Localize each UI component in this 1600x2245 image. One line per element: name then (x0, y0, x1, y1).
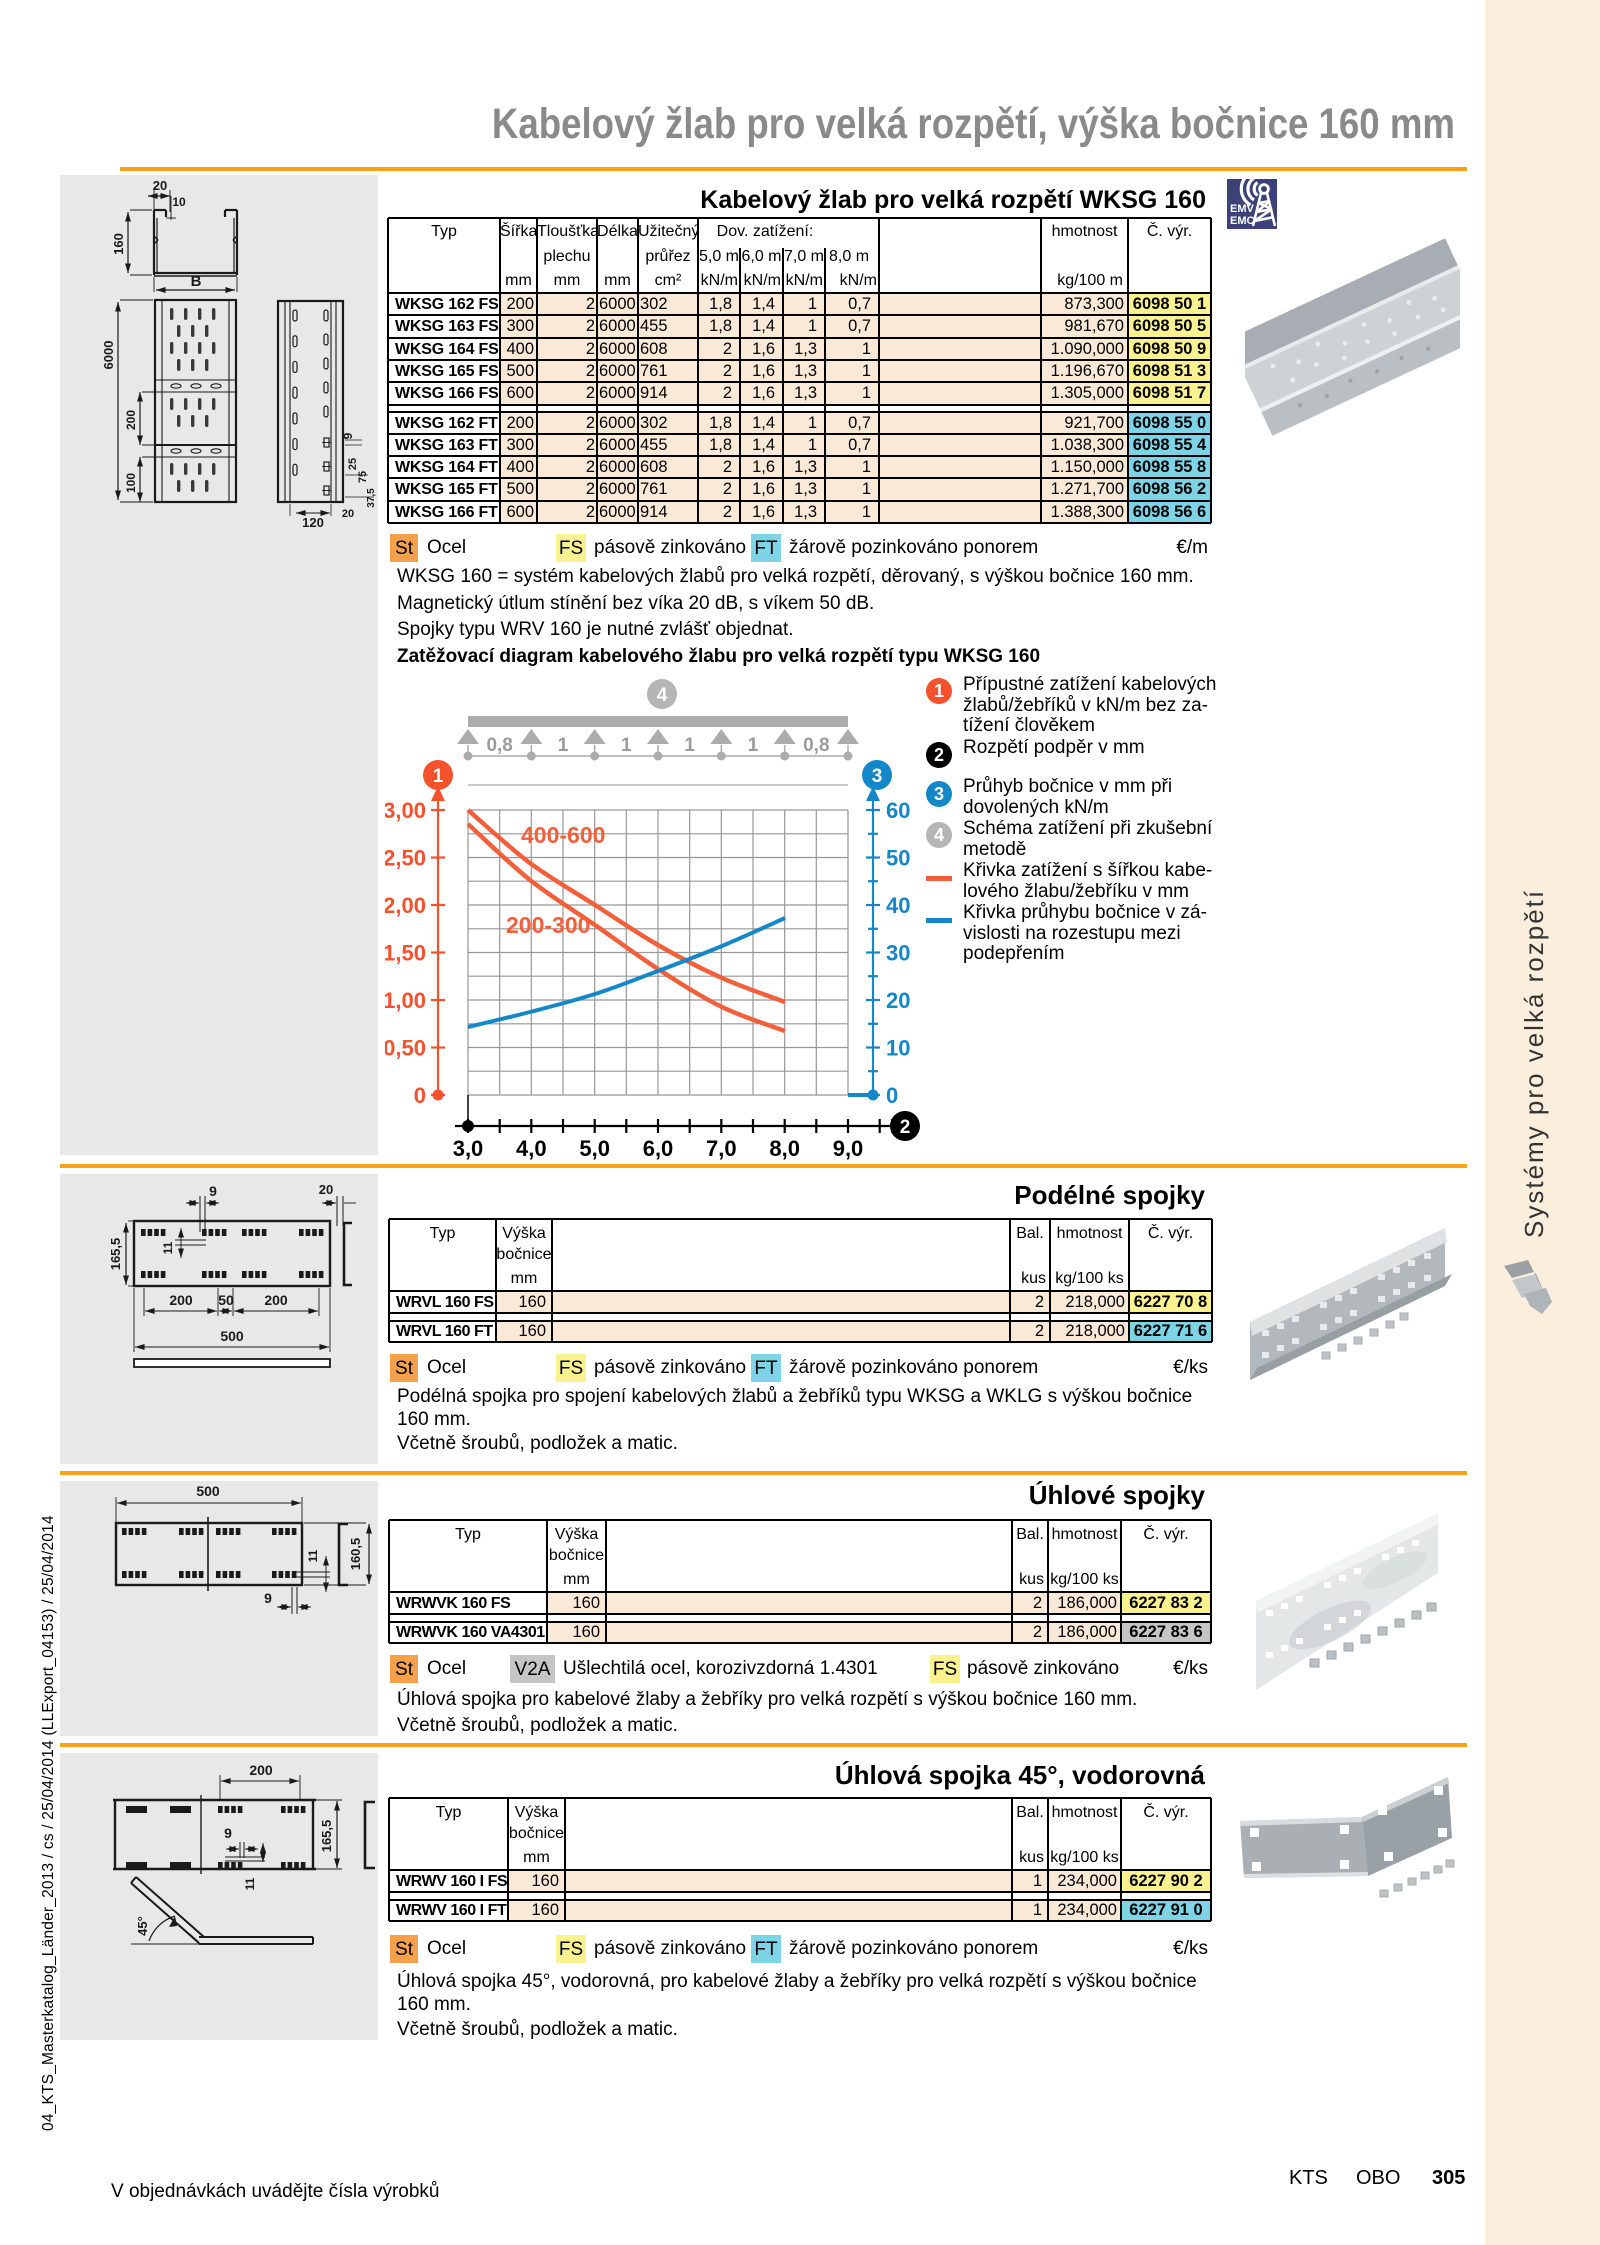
svg-text:165,5: 165,5 (108, 1238, 123, 1271)
svg-text:50: 50 (218, 1292, 234, 1308)
svg-text:4,0: 4,0 (516, 1136, 547, 1161)
svg-text:7,0: 7,0 (706, 1136, 737, 1161)
svg-text:0,8: 0,8 (803, 735, 829, 756)
svg-text:2,00: 2,00 (385, 893, 426, 918)
svg-text:9: 9 (264, 1590, 272, 1606)
svg-text:25: 25 (347, 458, 359, 470)
svg-text:1: 1 (433, 766, 444, 787)
svg-text:3,0: 3,0 (453, 1136, 484, 1161)
svg-text:1: 1 (748, 735, 759, 756)
svg-text:500: 500 (220, 1328, 244, 1344)
svg-text:EMV: EMV (1230, 203, 1255, 215)
svg-text:6000: 6000 (101, 341, 116, 370)
svg-text:20: 20 (342, 508, 354, 520)
svg-text:0: 0 (414, 1083, 426, 1108)
svg-text:1: 1 (621, 735, 632, 756)
svg-text:20: 20 (319, 1182, 333, 1197)
svg-text:500: 500 (196, 1483, 220, 1499)
svg-text:37,5: 37,5 (366, 488, 377, 508)
svg-text:3,00: 3,00 (385, 798, 426, 823)
svg-text:5,0: 5,0 (579, 1136, 610, 1161)
svg-text:30: 30 (886, 941, 910, 966)
svg-text:160,5: 160,5 (348, 1538, 363, 1571)
svg-text:200-300: 200-300 (506, 912, 590, 938)
svg-text:3: 3 (872, 766, 883, 787)
svg-text:4: 4 (657, 685, 668, 706)
svg-text:8,0: 8,0 (769, 1136, 800, 1161)
svg-text:9: 9 (341, 432, 355, 439)
svg-text:20: 20 (153, 178, 167, 193)
svg-text:160: 160 (111, 233, 126, 255)
svg-text:9: 9 (224, 1825, 232, 1841)
svg-text:11: 11 (243, 1877, 257, 1890)
svg-text:11: 11 (161, 1241, 175, 1254)
svg-text:0,50: 0,50 (385, 1036, 426, 1061)
svg-text:0: 0 (886, 1083, 898, 1108)
svg-text:400-600: 400-600 (521, 822, 605, 848)
svg-text:100: 100 (124, 473, 138, 493)
svg-text:1: 1 (684, 735, 695, 756)
svg-text:165,5: 165,5 (319, 1820, 334, 1853)
svg-text:10: 10 (886, 1036, 910, 1061)
svg-text:200: 200 (249, 1762, 273, 1778)
svg-text:200: 200 (264, 1292, 288, 1308)
svg-text:0,8: 0,8 (486, 735, 512, 756)
svg-text:75: 75 (357, 471, 369, 483)
svg-text:11: 11 (306, 1549, 320, 1562)
svg-text:50: 50 (886, 846, 910, 871)
svg-text:200: 200 (169, 1292, 193, 1308)
svg-text:1,50: 1,50 (385, 941, 426, 966)
svg-text:9: 9 (209, 1183, 217, 1199)
svg-text:120: 120 (302, 515, 324, 530)
svg-text:1: 1 (558, 735, 569, 756)
svg-text:2: 2 (900, 1117, 911, 1138)
svg-text:2,50: 2,50 (385, 846, 426, 871)
svg-text:40: 40 (886, 893, 910, 918)
svg-text:EMC: EMC (1230, 215, 1255, 227)
svg-text:1,00: 1,00 (385, 988, 426, 1013)
svg-text:6,0: 6,0 (643, 1136, 674, 1161)
svg-text:20: 20 (886, 988, 910, 1013)
svg-text:10: 10 (172, 195, 186, 209)
svg-text:45°: 45° (135, 1916, 150, 1936)
svg-text:9,0: 9,0 (833, 1136, 864, 1161)
svg-text:B: B (191, 273, 202, 290)
svg-text:60: 60 (886, 798, 910, 823)
svg-text:200: 200 (124, 410, 138, 430)
